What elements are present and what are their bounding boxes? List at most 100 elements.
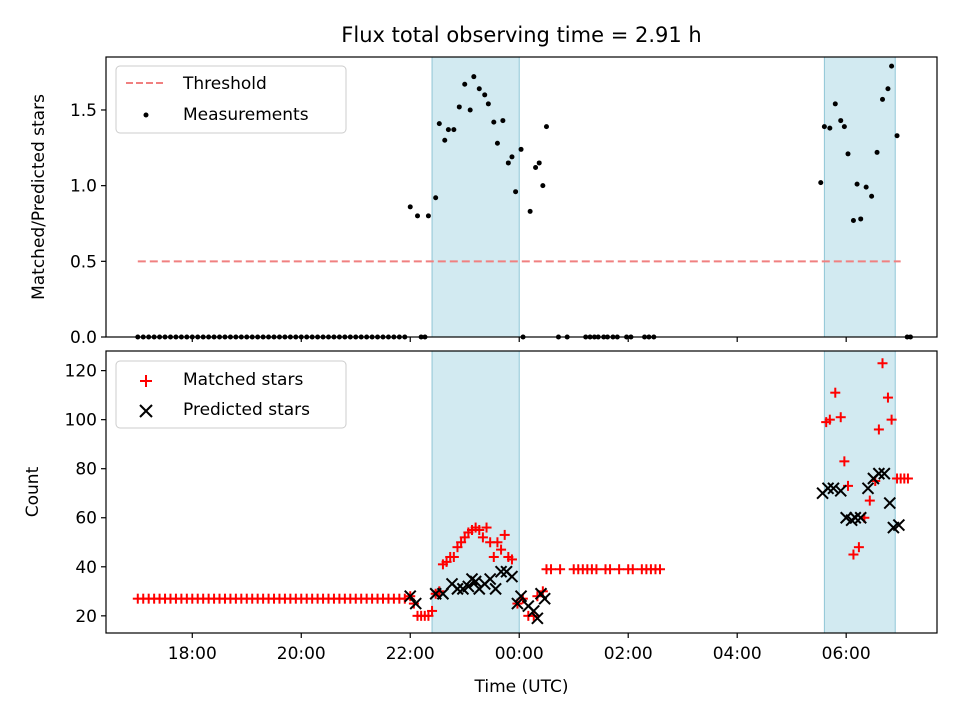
- measurement-point: [509, 154, 515, 160]
- measurement-point: [818, 180, 824, 186]
- bottom-y-axis-label: Count: [23, 466, 43, 517]
- bottom-y-tick-label: 60: [75, 509, 97, 529]
- measurement-point: [850, 217, 856, 223]
- matched-stars-point: [655, 564, 665, 575]
- measurement-point: [885, 86, 891, 92]
- matched-stars-point: [546, 564, 557, 575]
- measurement-point: [518, 146, 524, 152]
- matched-stars-point: [481, 522, 492, 533]
- matched-stars-point: [614, 564, 625, 575]
- predicted-stars-point: [451, 582, 464, 596]
- measurement-point: [491, 119, 497, 125]
- measurement-point: [543, 124, 549, 130]
- matched-stars-point: [427, 605, 438, 616]
- measurement-point: [500, 118, 506, 124]
- matched-stars-point: [591, 564, 602, 575]
- measurement-point: [894, 133, 900, 139]
- threshold-legend-label: Threshold: [182, 74, 267, 94]
- matched-stars-point: [830, 387, 841, 398]
- matched-stars-point: [496, 544, 507, 555]
- measurement-point: [874, 149, 880, 155]
- measurement-point: [858, 216, 864, 222]
- matched-stars-point: [882, 392, 893, 403]
- predicted-stars-point: [511, 597, 524, 610]
- predicted-stars-point: [883, 496, 896, 510]
- measurement-point: [425, 213, 431, 219]
- bottom-y-tick-label: 120: [65, 362, 97, 382]
- predicted-stars-point: [404, 590, 417, 603]
- matched-stars-point: [555, 564, 566, 575]
- predicted-stars-point: [409, 597, 422, 610]
- measurement-point: [462, 81, 468, 87]
- measurement-point: [827, 125, 833, 131]
- measurement-point: [821, 124, 827, 130]
- predicted-stars-point: [821, 482, 835, 495]
- predicted-legend-swatch: [139, 404, 153, 418]
- x-tick-label: 18:00: [168, 644, 217, 664]
- matched-stars-point: [506, 554, 517, 565]
- matched-legend-label: Matched stars: [183, 370, 303, 390]
- matched-stars-point: [877, 358, 888, 369]
- predicted-stars-point: [483, 572, 497, 586]
- measurement-point: [467, 107, 473, 113]
- top-y-axis-label: Matched/Predicted stars: [29, 94, 49, 300]
- matched-stars-point: [902, 473, 913, 484]
- bottom-panel: 20 40 60 80 100 120 18:00 20:00 22:00 00:00 02:00…: [23, 350, 938, 697]
- predicted-stars-point: [514, 590, 528, 603]
- matched-stars-point: [873, 424, 884, 435]
- measurement-point: [494, 140, 500, 146]
- measurement-point: [485, 101, 491, 107]
- predicted-legend-label: Predicted stars: [183, 400, 310, 420]
- matched-stars-point: [853, 542, 864, 553]
- bottom-axes-frame: [105, 350, 938, 634]
- x-tick-label: 20:00: [277, 644, 326, 664]
- top-legend-box: [115, 65, 347, 134]
- predicted-stars-point: [861, 482, 875, 495]
- predicted-stars-point: [849, 511, 862, 524]
- predicted-stars-point: [872, 467, 886, 480]
- top-y-tick-label: 1.5: [70, 101, 97, 121]
- measurement-point: [445, 127, 451, 133]
- chart-title: Flux total observing time = 2.91 h: [341, 23, 701, 47]
- bottom-y-tick-label: 40: [75, 558, 97, 578]
- x-tick-label: 06:00: [822, 644, 871, 664]
- predicted-stars-point: [892, 518, 906, 532]
- measurement-point: [536, 160, 542, 166]
- top-shaded-interval-0: [431, 56, 520, 338]
- predicted-stars-point: [494, 565, 508, 578]
- bottom-y-tick-label: 100: [65, 411, 97, 431]
- matched-stars-point: [605, 564, 616, 575]
- predicted-stars-point: [505, 570, 519, 583]
- measurement-point: [471, 74, 477, 80]
- measurement-point: [854, 181, 860, 187]
- bottom-y-tick-label: 80: [75, 460, 97, 480]
- matched-stars-point: [448, 551, 459, 562]
- matched-stars-point: [132, 593, 143, 604]
- top-panel: 0.0 0.5 1.0 1.5 Matched/Predicted stars Thr…: [29, 56, 938, 348]
- top-axes-frame: [105, 56, 938, 338]
- measurement-point: [476, 86, 482, 92]
- measurement-point: [451, 127, 457, 133]
- measurement-point: [513, 189, 519, 195]
- x-tick-label: 22:00: [386, 644, 435, 664]
- predicted-stars-point: [827, 482, 840, 495]
- measurement-point: [863, 184, 869, 190]
- predicted-stars-point: [469, 575, 482, 588]
- x-tick-label: 02:00: [604, 644, 653, 664]
- measurement-point: [442, 137, 448, 143]
- x-axis-label: Time (UTC): [474, 677, 569, 697]
- predicted-stars-point: [527, 604, 540, 618]
- measurement-point: [527, 208, 533, 214]
- measurement-point: [407, 204, 413, 210]
- matched-stars-point: [835, 412, 846, 423]
- measurement-point: [433, 195, 439, 201]
- measurement-point: [832, 101, 838, 107]
- measurement-point: [436, 121, 442, 127]
- measurement-point: [845, 151, 851, 157]
- top-y-tick-label: 0.5: [70, 252, 97, 272]
- predicted-stars-point: [436, 587, 450, 600]
- matched-stars-point: [627, 564, 638, 575]
- predicted-stars-point: [489, 582, 502, 596]
- measurements-legend-label: Measurements: [183, 105, 309, 125]
